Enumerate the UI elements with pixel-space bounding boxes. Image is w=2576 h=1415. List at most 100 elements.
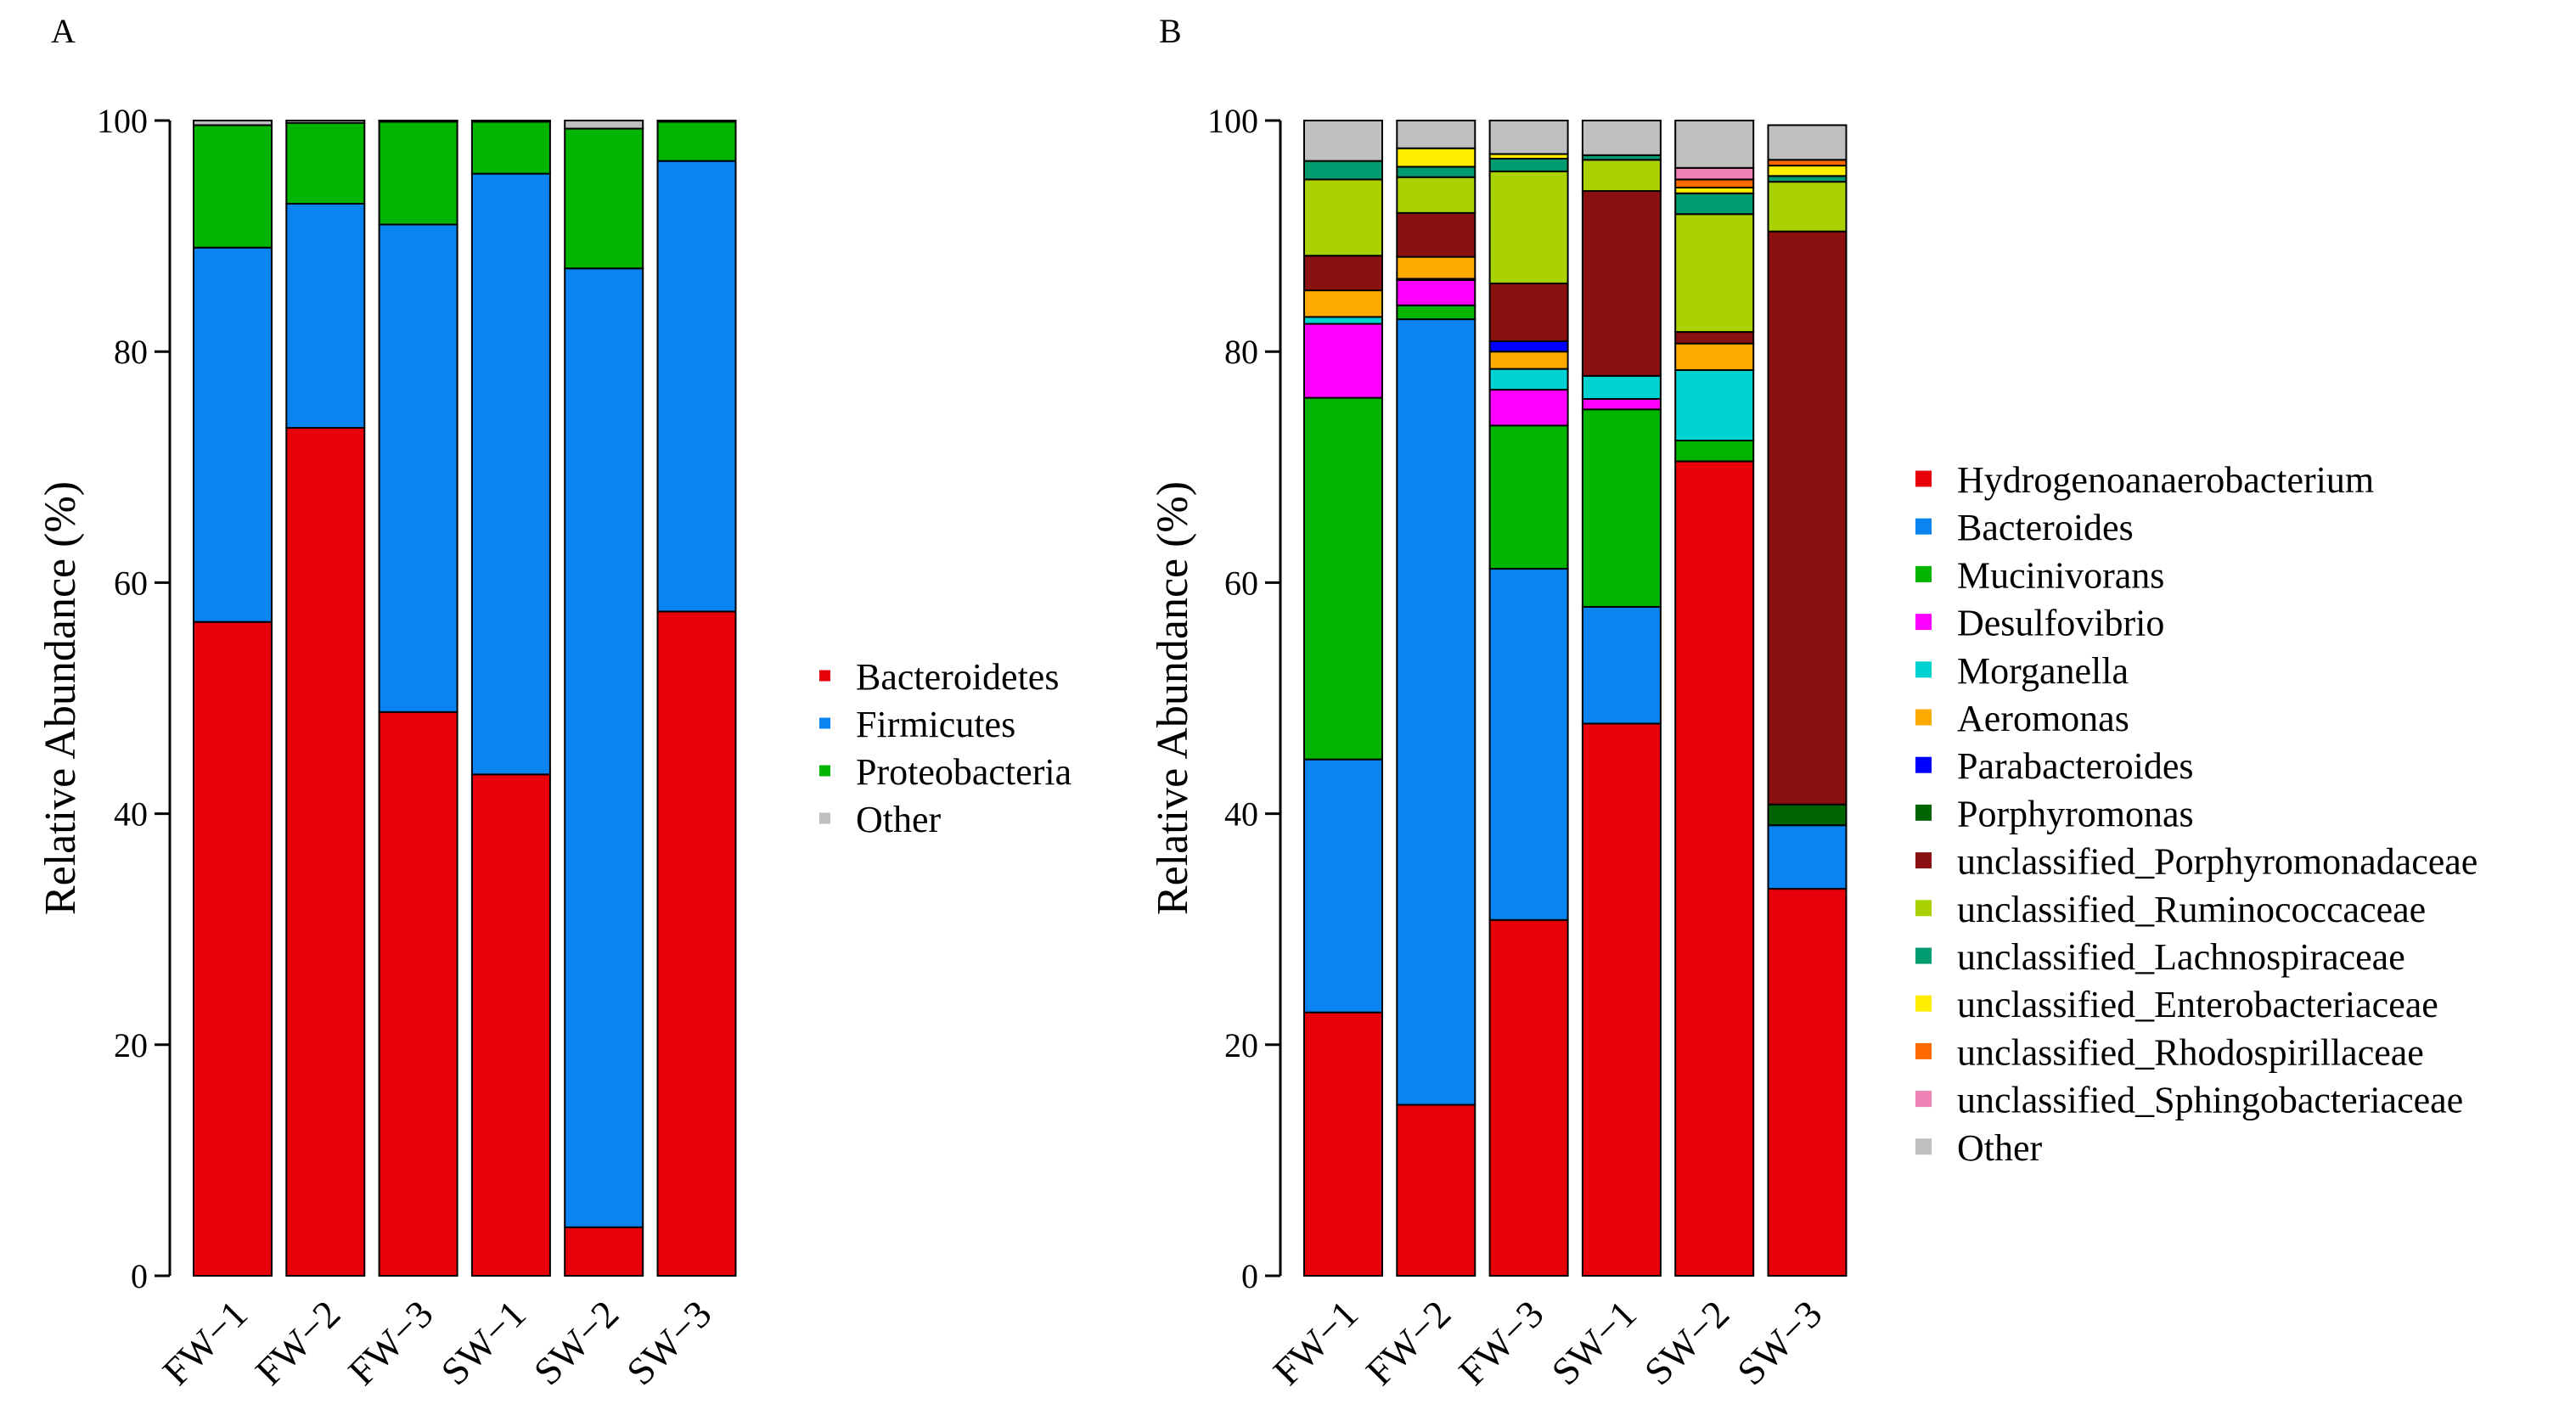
- panel-letter: B: [1159, 12, 1182, 50]
- y-tick-label: 20: [1224, 1026, 1258, 1064]
- bar-segment-desulfovibrio: [1488, 389, 1569, 427]
- legend-label: Firmicutes: [856, 704, 1015, 745]
- bar-segment-unclassified-lachnospiraceae: [1303, 160, 1383, 181]
- bar-stack-6: [656, 120, 737, 1277]
- bar-segment-other: [1488, 120, 1569, 155]
- y-tick-label: 100: [1207, 102, 1258, 140]
- x-tick-label: SW−1: [433, 1292, 534, 1393]
- bar-segment-unclassified-ruminococcaceae: [1674, 213, 1755, 334]
- bar-segment-bacteroidetes: [285, 427, 366, 1277]
- y-axis-label: Relative Abundance (%): [37, 481, 85, 915]
- legend-label: Proteobacteria: [856, 751, 1071, 793]
- bar-stack-1: [193, 120, 273, 1277]
- legend: Bacteroidetes Firmicutes Proteobacteria Oth…: [819, 656, 1071, 840]
- bar-segment-hydrogenoanaerobacterium: [1488, 918, 1569, 1277]
- bar-segment-bacteroides: [1396, 318, 1476, 1106]
- legend-label: Porphyromonas: [1957, 793, 2194, 834]
- legend-swatch: [1915, 756, 1932, 773]
- bar-segment-mucinivorans: [1674, 439, 1755, 463]
- legend-swatch: [1915, 1042, 1932, 1059]
- bar-segment-bacteroides: [1488, 568, 1569, 921]
- legend-label: Other: [856, 799, 942, 840]
- bar-stack-5: [1674, 120, 1755, 1277]
- bar-segment-parabacteroides: [1488, 340, 1569, 353]
- bar-segment-unclassified-rhodospirillaceae: [1674, 178, 1755, 188]
- bar-segment-proteobacteria: [656, 121, 737, 162]
- bar-segment-aeromonas: [1396, 255, 1476, 280]
- legend-swatch: [1915, 995, 1932, 1012]
- legend-swatch: [1915, 470, 1932, 487]
- bar-segment-mucinivorans: [1303, 396, 1383, 761]
- legend-swatch: [1915, 661, 1932, 678]
- y-tick-label: 80: [1224, 333, 1258, 371]
- legend-swatch: [819, 670, 830, 682]
- bar-stack-3: [378, 120, 458, 1277]
- bar-segment-unclassified-lachnospiraceae: [1767, 175, 1848, 183]
- bar-segment-unclassified-porphyromonadaceae: [1303, 255, 1383, 292]
- y-tick-label: 100: [97, 102, 148, 140]
- legend-swatch: [1915, 565, 1932, 582]
- bar-segment-other: [564, 120, 644, 130]
- bar-segment-proteobacteria: [378, 121, 458, 226]
- bar-segment-other: [1674, 120, 1755, 169]
- bar-segment-unclassified-sphingobacteriaceae: [1674, 166, 1755, 181]
- bar-segment-firmicutes: [470, 172, 551, 776]
- bar-segment-hydrogenoanaerobacterium: [1303, 1011, 1383, 1277]
- panel-letter: A: [51, 12, 76, 50]
- x-tick-label: FW−3: [340, 1292, 441, 1393]
- bar-stack-2: [1396, 120, 1476, 1277]
- x-tick-label: FW−1: [155, 1292, 256, 1393]
- y-tick-label: 40: [114, 795, 148, 834]
- bar-segment-porphyromonas: [1767, 803, 1848, 827]
- legend-label: Bacteroides: [1957, 507, 2134, 548]
- bar-segment-unclassified-ruminococcaceae: [1396, 176, 1476, 214]
- x-tick-label: SW−2: [1636, 1292, 1737, 1393]
- y-tick-label: 0: [1241, 1257, 1258, 1295]
- bar-stack-2: [285, 120, 366, 1277]
- x-tick-label: FW−1: [1265, 1292, 1366, 1393]
- y-tick-label: 60: [1224, 564, 1258, 602]
- legend-swatch: [819, 765, 830, 777]
- x-tick-label: SW−2: [526, 1292, 627, 1393]
- bar-segment-bacteroidetes: [470, 773, 551, 1277]
- legend-label: Bacteroidetes: [856, 656, 1059, 698]
- bar-segment-bacteroides: [1767, 824, 1848, 890]
- legend-swatch: [819, 717, 830, 729]
- bar-segment-morganella: [1581, 374, 1662, 401]
- bar-segment-desulfovibrio: [1303, 323, 1383, 399]
- bar-segment-bacteroides: [1581, 605, 1662, 725]
- bar-stack-3: [1488, 120, 1569, 1277]
- bar-segment-unclassified-ruminococcaceae: [1767, 181, 1848, 233]
- bar-segment-proteobacteria: [285, 121, 366, 205]
- bar-segment-unclassified-porphyromonadaceae: [1674, 331, 1755, 345]
- bar-segment-other: [1581, 120, 1662, 156]
- x-tick-label: SW−3: [1729, 1292, 1830, 1393]
- bar-segment-firmicutes: [285, 202, 366, 430]
- y-tick-label: 40: [1224, 795, 1258, 834]
- bar-segment-proteobacteria: [564, 127, 644, 270]
- bar-segment-mucinivorans: [1581, 408, 1662, 608]
- bar-segment-mucinivorans: [1396, 304, 1476, 321]
- bar-segment-aeromonas: [1674, 342, 1755, 371]
- bar-segment-unclassified-lachnospiraceae: [1674, 192, 1755, 216]
- bar-segment-mucinivorans: [1488, 424, 1569, 570]
- bar-segment-hydrogenoanaerobacterium: [1767, 888, 1848, 1277]
- bar-segment-bacteroidetes: [564, 1226, 644, 1277]
- legend: Hydrogenoanaerobacterium Bacteroides Mucin…: [1915, 459, 2478, 1169]
- bar-segment-unclassified-porphyromonadaceae: [1488, 282, 1569, 342]
- bar-stack-6: [1767, 124, 1848, 1277]
- legend-label: unclassified_Porphyromonadaceae: [1957, 841, 2478, 883]
- legend-label: unclassified_Enterobacteriaceae: [1957, 984, 2438, 1025]
- bar-segment-unclassified-ruminococcaceae: [1303, 178, 1383, 257]
- bar-segment-unclassified-porphyromonadaceae: [1396, 211, 1476, 258]
- bar-segment-hydrogenoanaerobacterium: [1581, 722, 1662, 1277]
- legend-swatch: [1915, 518, 1932, 535]
- bar-segment-unclassified-enterobacteriaceae: [1396, 147, 1476, 168]
- y-tick-label: 60: [114, 564, 148, 602]
- legend-label: unclassified_Rhodospirillaceae: [1957, 1031, 2424, 1073]
- bar-segment-firmicutes: [193, 246, 273, 623]
- x-tick-label: SW−1: [1544, 1292, 1645, 1393]
- legend-swatch: [1915, 709, 1932, 726]
